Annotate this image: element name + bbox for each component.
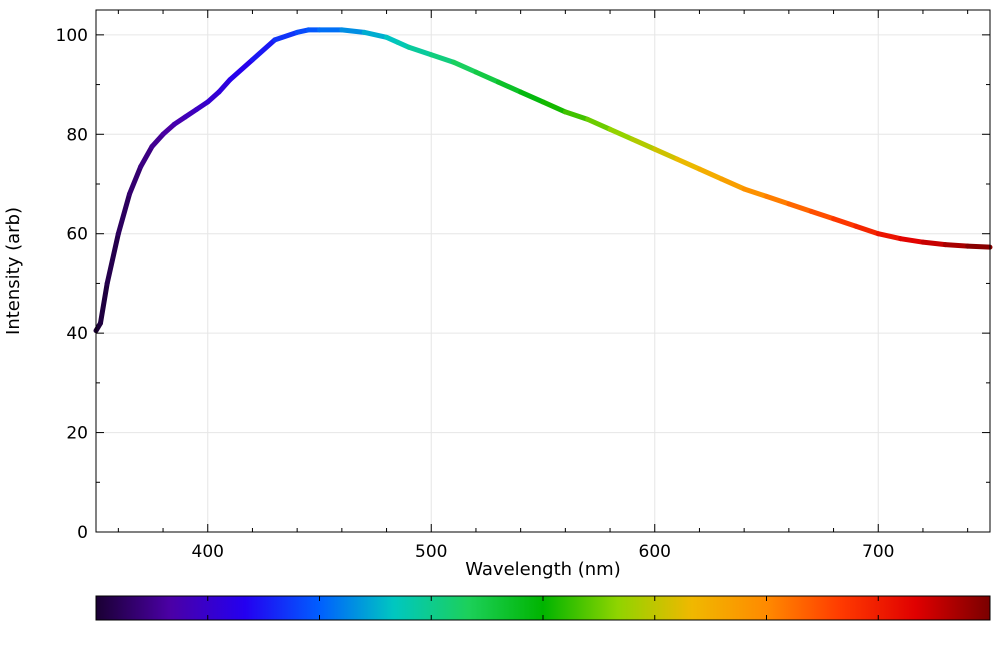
y-tick-label: 100 xyxy=(56,26,88,46)
plot-frame xyxy=(95,9,991,533)
curve-segment xyxy=(115,191,133,237)
curve-segment xyxy=(473,69,501,85)
curve-segment xyxy=(674,156,702,172)
x-tick-label: 700 xyxy=(862,542,894,562)
colorbar-ticks xyxy=(207,596,879,620)
x-axis-title: Wavelength (nm) xyxy=(465,559,621,580)
x-tick-label: 400 xyxy=(192,542,224,562)
curve-segment xyxy=(786,201,814,214)
x-tick-label: 500 xyxy=(415,542,447,562)
x-tick-label: 600 xyxy=(639,542,671,562)
curve-segment xyxy=(898,236,926,245)
curve-segment xyxy=(831,216,859,229)
curve-segment xyxy=(696,166,725,182)
curve-segment xyxy=(495,79,524,95)
curve-segment xyxy=(965,243,993,250)
axis-ticks xyxy=(96,10,990,533)
curve-segment xyxy=(451,59,479,75)
curve-segment xyxy=(562,109,591,122)
y-tick-label: 20 xyxy=(66,424,88,444)
y-tick-label: 60 xyxy=(66,225,88,245)
curve-segment xyxy=(741,186,769,199)
curve-segment xyxy=(272,29,300,43)
curve-segment xyxy=(227,57,255,83)
curve-segment xyxy=(104,231,121,286)
curve-segment xyxy=(719,176,747,192)
intensity-curve xyxy=(93,27,993,334)
curve-segment xyxy=(428,52,457,65)
y-tick-label: 40 xyxy=(66,324,88,344)
y-tick-label: 80 xyxy=(66,125,88,145)
curve-segment xyxy=(875,231,904,242)
curve-segment xyxy=(607,126,635,142)
curve-segment xyxy=(629,136,658,152)
curve-segment xyxy=(138,144,155,170)
y-tick-label: 0 xyxy=(77,523,88,543)
curve-segment xyxy=(149,131,166,150)
curve-segment xyxy=(942,242,971,249)
curve-segment xyxy=(249,37,278,63)
curve-segment xyxy=(518,89,546,105)
curve-segment xyxy=(361,29,390,40)
curve-segment xyxy=(853,223,881,237)
curve-segment xyxy=(585,116,613,132)
grid-lines xyxy=(96,10,990,533)
curve-segment xyxy=(97,280,110,326)
curve-segment xyxy=(127,164,144,197)
y-axis-title: Intensity (arb) xyxy=(3,207,24,335)
tick-labels: 400 500 600 700 0 20 40 60 80 100 xyxy=(56,26,895,562)
curve-segment xyxy=(920,239,948,248)
curve-segment xyxy=(808,208,837,222)
curve-segment xyxy=(652,146,680,162)
curve-segment xyxy=(406,44,434,58)
curve-segment xyxy=(540,99,568,115)
curve-segment xyxy=(339,27,367,35)
curve-segment xyxy=(216,77,233,95)
curve-segment xyxy=(764,193,792,207)
